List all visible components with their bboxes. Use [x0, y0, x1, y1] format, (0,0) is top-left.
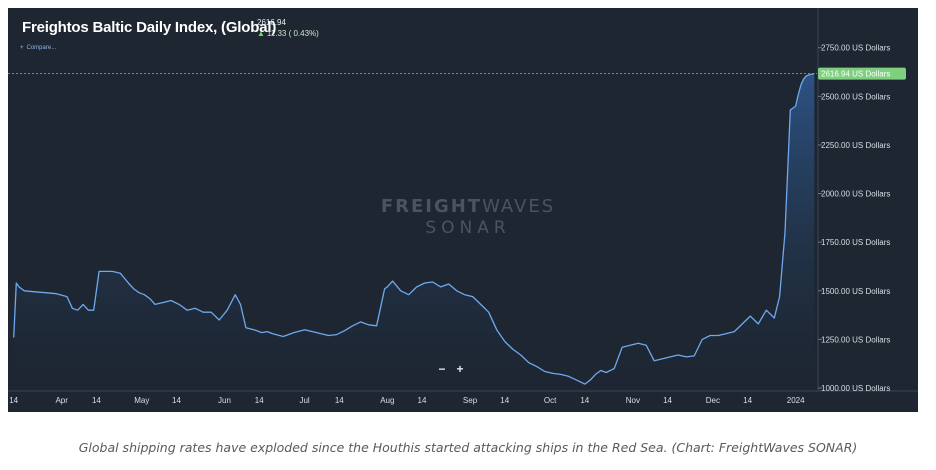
y-tick-label: 2750.00 US Dollars [821, 44, 890, 53]
up-arrow-icon: ▲ [257, 29, 265, 38]
x-tick-label: 14 [580, 396, 589, 405]
y-tick-label: 2250.00 US Dollars [821, 141, 890, 150]
value-change-text: 11.33 ( 0.43%) [266, 29, 319, 38]
x-tick-label: May [134, 396, 149, 405]
x-tick-label: Nov [626, 396, 640, 405]
x-tick-label: 14 [500, 396, 509, 405]
zoom-out-button[interactable]: − [438, 362, 446, 376]
x-tick-label: 14 [743, 396, 752, 405]
chart-panel: 1000.00 US Dollars 1250.00 US Dollars 1500… [8, 8, 918, 412]
y-tick-label: 1750.00 US Dollars [821, 238, 890, 247]
y-tick-label: 1250.00 US Dollars [821, 335, 890, 344]
plus-icon: + [20, 45, 24, 51]
x-tick-label: 14 [418, 396, 427, 405]
x-tick-label: 14 [335, 396, 344, 405]
compare-button[interactable]: + Compare... [20, 45, 56, 51]
x-tick-label: Aug [380, 396, 394, 405]
x-tick-label: Sep [463, 396, 478, 405]
x-tick-label: Oct [544, 396, 557, 405]
x-tick-label: 14 [663, 396, 672, 405]
zoom-controls: − + [435, 362, 467, 376]
last-value-tag [818, 67, 906, 80]
y-tick-label: 2500.00 US Dollars [821, 92, 890, 101]
x-tick-label: 14 [255, 396, 264, 405]
x-tick-label: Apr [55, 396, 68, 405]
series-area [13, 73, 815, 389]
y-tick-label: 1500.00 US Dollars [821, 287, 890, 296]
x-tick-label: 2024 [787, 396, 805, 405]
zoom-in-button[interactable]: + [456, 362, 464, 376]
chart-plot[interactable]: 1000.00 US Dollars 1250.00 US Dollars 1500… [8, 8, 918, 412]
current-value: 2616.94 [257, 18, 286, 27]
y-tick-label: 2000.00 US Dollars [821, 190, 890, 199]
value-change: ▲ 11.33 ( 0.43%) [257, 29, 319, 38]
x-tick-label: 14 [172, 396, 181, 405]
x-tick-label: Dec [706, 396, 720, 405]
last-value-label: 2616.94 US Dollars [821, 70, 890, 79]
y-tick-label: 1000.00 US Dollars [821, 384, 890, 393]
series-line [13, 72, 815, 385]
compare-label: Compare... [26, 45, 57, 51]
x-tick-label: 14 [9, 396, 18, 405]
figure-caption: Global shipping rates have exploded sinc… [78, 440, 858, 455]
x-tick-label: Jul [299, 396, 309, 405]
chart-title: Freightos Baltic Daily Index, (Global) [22, 19, 277, 36]
x-tick-label: 14 [92, 396, 101, 405]
x-tick-label: Jun [218, 396, 231, 405]
